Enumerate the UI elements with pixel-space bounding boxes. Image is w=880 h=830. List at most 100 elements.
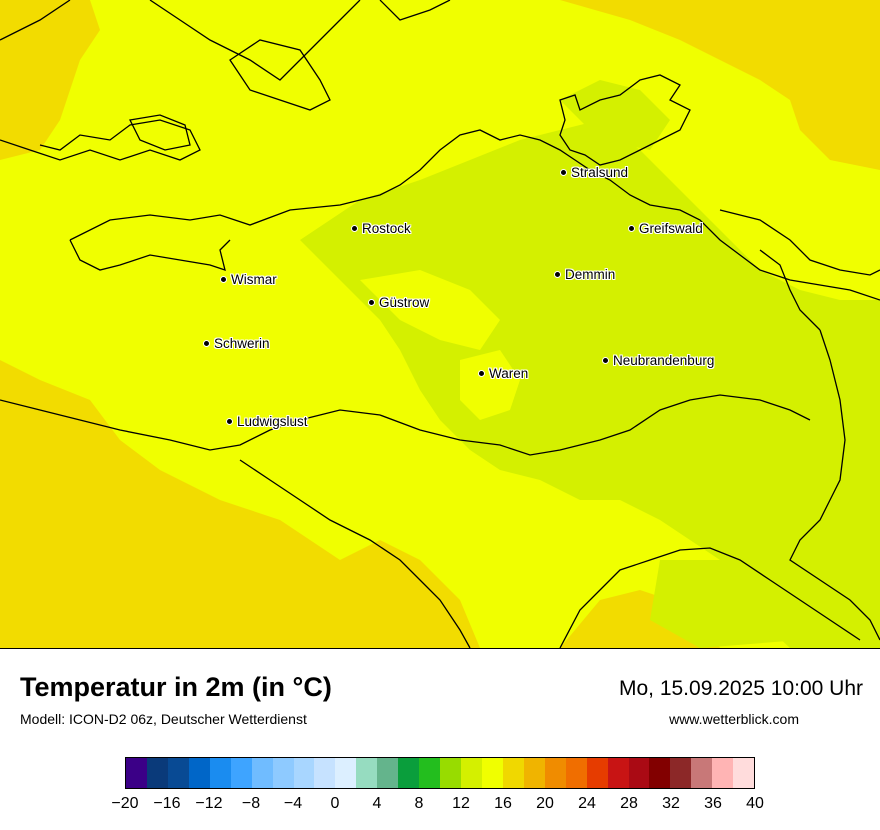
island-ne [700, 180, 780, 240]
mid-islands [360, 180, 780, 420]
legend-swatch [230, 758, 252, 788]
city-label: Waren [489, 366, 529, 381]
city-stralsund: Stralsund [560, 165, 628, 181]
legend-swatch [335, 758, 357, 788]
coastline-wismar-bay [69, 239, 231, 271]
coastline-baltic [69, 129, 880, 301]
warm-region-mid [280, 560, 400, 640]
legend-swatch [440, 758, 461, 788]
city-dot [351, 224, 358, 232]
legend-tick-label: 20 [536, 795, 554, 812]
city-label: Rostock [362, 221, 411, 236]
city-label: Schwerin [214, 336, 270, 351]
legend-swatch [419, 758, 441, 788]
legend-tick-label: 4 [372, 795, 382, 812]
legend-swatch [398, 758, 420, 788]
legend-swatch [523, 758, 545, 788]
city-dot [628, 224, 635, 232]
forecast-datetime: Mo, 15.09.2025 10:00 Uhr [618, 677, 863, 700]
model-info: Modell: ICON-D2 06z, Deutscher Wetterdie… [20, 711, 307, 727]
city-dot [220, 275, 227, 283]
legend-tick-label: −16 [153, 795, 181, 812]
coastline-lolland [229, 39, 331, 111]
legend-tick-label: 36 [704, 795, 722, 812]
cool-region-coast [560, 80, 670, 150]
warm-regions [0, 0, 880, 648]
city-schwerin: Schwerin [203, 336, 270, 352]
legend-swatch [167, 758, 189, 788]
legend-swatch [670, 758, 692, 788]
legend-swatch [628, 758, 650, 788]
city-label: Wismar [231, 272, 277, 287]
legend-swatch [544, 758, 566, 788]
border-poland [789, 329, 880, 641]
island-guestrow [360, 270, 500, 350]
legend-tick-label: −8 [241, 795, 261, 812]
city-greifswald: Greifswald [628, 221, 703, 237]
legend-swatch [481, 758, 503, 788]
map-title: Temperatur in 2m (in °C) [20, 672, 332, 702]
legend-tick-label: 16 [494, 795, 512, 812]
warm-region-sw [0, 360, 480, 648]
legend-swatch [733, 758, 755, 788]
coastline-main [0, 119, 201, 161]
legend-swatch [314, 758, 336, 788]
color-legend-ticks: −20 −16 −12 −8 −4 0 4 8 12 16 20 24 28 32 36 40 [111, 795, 763, 819]
coastlines [0, 0, 880, 648]
city-dot [560, 168, 567, 176]
city-dot [368, 298, 375, 306]
legend-swatch [502, 758, 524, 788]
city-label: Demmin [565, 267, 616, 282]
legend-swatch [607, 758, 629, 788]
coastline-rugen [559, 74, 691, 166]
legend-swatch [126, 758, 147, 788]
legend-tick-label: 8 [414, 795, 424, 812]
city-label: Neubrandenburg [613, 353, 715, 368]
legend-swatch [649, 758, 671, 788]
city-label: Greifswald [639, 221, 703, 236]
coastline-danish-islands [0, 0, 451, 81]
border-state-south [0, 394, 811, 456]
legend-tick-label: 28 [620, 795, 638, 812]
legend-swatch [293, 758, 315, 788]
coastline-usedom [719, 209, 880, 331]
legend-swatch [356, 758, 378, 788]
legend-swatch [377, 758, 399, 788]
legend-tick-label: 0 [330, 795, 340, 812]
warm-region-ne [560, 0, 880, 170]
legend-swatch [712, 758, 734, 788]
city-demmin: Demmin [554, 267, 615, 283]
island-waren [460, 350, 520, 420]
legend-swatch [565, 758, 587, 788]
legend-swatch [251, 758, 273, 788]
city-label: Ludwigslust [237, 414, 308, 429]
legend-tick-label: 40 [746, 795, 764, 812]
coastline-fehmarn [129, 114, 191, 151]
city-wismar: Wismar [220, 272, 277, 288]
border-south-east [559, 547, 861, 648]
temperature-map: Stralsund Rostock Greifswald Wismar Demm… [0, 0, 880, 649]
website-link[interactable]: www.wetterblick.com [669, 711, 799, 727]
city-rostock: Rostock [351, 221, 411, 237]
legend-tick-label: −20 [111, 795, 139, 812]
map-layers [0, 0, 880, 648]
legend-swatch [209, 758, 231, 788]
city-dot [602, 356, 609, 364]
legend-tick-label: 24 [578, 795, 596, 812]
city-dot [226, 417, 233, 425]
city-label: Stralsund [571, 165, 629, 180]
warm-region-nw [0, 0, 100, 160]
legend-swatch [691, 758, 713, 788]
legend-tick-label: −12 [195, 795, 223, 812]
legend-tick-label: 32 [662, 795, 680, 812]
legend-swatch [188, 758, 210, 788]
legend-tick-label: 12 [452, 795, 470, 812]
legend-swatch [272, 758, 294, 788]
city-neubrandenburg: Neubrandenburg [602, 353, 714, 369]
city-guestrow: Güstrow [368, 295, 429, 311]
city-label: Güstrow [379, 295, 430, 310]
border-elbe [239, 459, 471, 648]
legend-tick-label: −4 [283, 795, 303, 812]
city-waren: Waren [478, 366, 528, 382]
legend-swatch [146, 758, 168, 788]
